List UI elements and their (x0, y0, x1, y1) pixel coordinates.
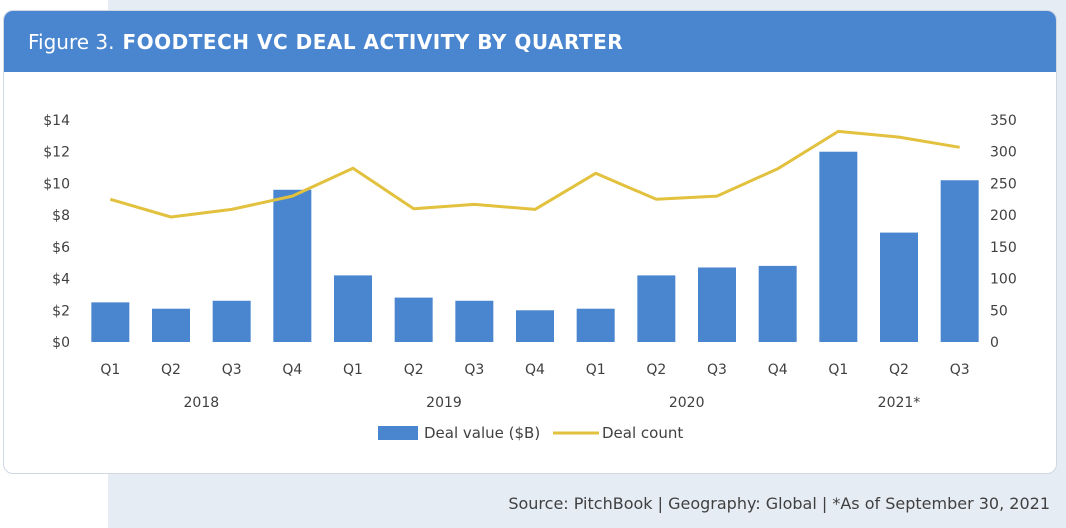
x-year-label: 2021* (878, 395, 921, 411)
deal-value-bar (880, 232, 918, 342)
deal-value-bar (940, 180, 979, 342)
x-quarter-label: Q4 (525, 362, 545, 378)
deal-value-bar (516, 310, 554, 342)
figure-header: Figure 3. FOODTECH VC DEAL ACTIVITY BY Q… (4, 11, 1056, 72)
y-left-tick-label: $12 (43, 145, 70, 161)
y-left-tick-label: $2 (52, 303, 70, 319)
legend-label-deal-value: Deal value ($B) (424, 424, 540, 442)
x-quarter-label: Q2 (646, 362, 666, 378)
y-left-tick-label: $8 (52, 208, 70, 224)
y-right-tick-label: 300 (990, 145, 1017, 161)
deal-value-bar (334, 275, 372, 342)
x-quarter-label: Q1 (100, 362, 120, 378)
legend-swatch-deal-value (378, 426, 418, 440)
x-year-label: 2020 (669, 395, 705, 411)
source-note: Source: PitchBook | Geography: Global | … (508, 494, 1050, 513)
y-right-tick-label: 350 (990, 113, 1017, 129)
y-right-tick-label: 250 (990, 176, 1017, 192)
x-quarter-label: Q3 (464, 362, 484, 378)
deal-value-bar (758, 265, 797, 342)
deal-value-bar (698, 267, 736, 342)
y-right-tick-label: 100 (990, 272, 1017, 288)
y-right-tick-label: 0 (990, 335, 999, 351)
deal-value-bar (273, 189, 312, 342)
y-right-tick-label: 50 (990, 303, 1008, 319)
y-left-tick-label: $14 (43, 113, 70, 129)
deal-count-line (109, 129, 960, 219)
deal-value-bar (455, 300, 494, 342)
figure-label: Figure 3. (28, 29, 115, 54)
y-right-tick-label: 150 (990, 240, 1017, 256)
x-quarter-label: Q2 (161, 362, 181, 378)
deal-value-bar (819, 151, 858, 342)
y-left-tick-label: $4 (52, 272, 70, 288)
x-quarter-label: Q3 (222, 362, 242, 378)
x-year-label: 2019 (426, 395, 462, 411)
y-left-tick-label: $6 (52, 240, 70, 256)
y-right-tick-label: 200 (990, 208, 1017, 224)
deal-value-bar (394, 297, 433, 342)
x-quarter-label: Q1 (586, 362, 606, 378)
deal-value-bar (152, 308, 190, 342)
x-quarter-label: Q4 (282, 362, 302, 378)
y-left-tick-label: $10 (43, 176, 70, 192)
x-quarter-label: Q1 (828, 362, 848, 378)
x-quarter-label: Q2 (889, 362, 909, 378)
deal-value-bar (91, 302, 130, 342)
x-year-label: 2018 (184, 395, 220, 411)
figure-title: FOODTECH VC DEAL ACTIVITY BY QUARTER (122, 29, 624, 54)
legend-label-deal-count: Deal count (602, 424, 683, 442)
x-quarter-label: Q3 (950, 362, 970, 378)
x-quarter-label: Q4 (768, 362, 788, 378)
y-left-tick-label: $0 (52, 335, 70, 351)
deal-value-bar (576, 308, 615, 342)
deal-value-bar (637, 275, 676, 342)
x-quarter-label: Q2 (404, 362, 424, 378)
x-quarter-label: Q1 (343, 362, 363, 378)
deal-value-bar (212, 300, 251, 342)
x-quarter-label: Q3 (707, 362, 727, 378)
